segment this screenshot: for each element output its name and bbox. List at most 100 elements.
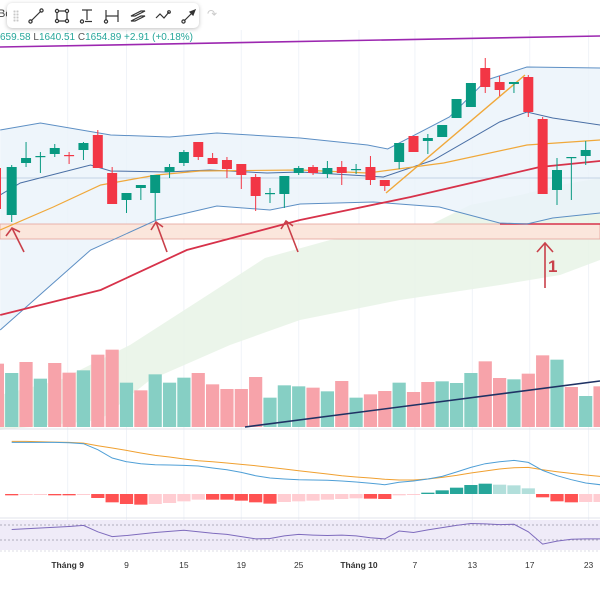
candle-body <box>494 82 505 90</box>
orange-trend-line[interactable] <box>385 74 526 194</box>
candle-body <box>121 193 132 200</box>
x-tick-label: 15 <box>179 560 189 570</box>
macd-histogram-bar <box>33 494 47 495</box>
candle <box>394 143 405 169</box>
date-range-tool-button[interactable] <box>102 5 122 26</box>
ma-short-line <box>0 139 600 231</box>
candle <box>35 152 46 173</box>
candle-body <box>537 119 548 194</box>
candle-body <box>451 99 462 118</box>
price-range-tool-button[interactable] <box>77 5 97 26</box>
macd-histogram-bar <box>449 487 464 494</box>
candle-body <box>408 136 419 152</box>
volume-bar <box>335 381 349 427</box>
macd-histogram-bar <box>263 494 277 504</box>
macd-line <box>11 441 600 486</box>
candle <box>422 134 433 154</box>
macd-signal-line <box>11 440 600 481</box>
volume-trend-line[interactable] <box>244 380 600 428</box>
date-range-icon <box>104 9 120 24</box>
candle <box>121 193 132 213</box>
volume-bar <box>177 377 191 427</box>
macd-histogram-bar <box>320 494 334 500</box>
path-icon <box>155 9 172 19</box>
candle <box>135 185 146 200</box>
volume-bar <box>579 396 593 427</box>
volume-bar <box>421 382 435 427</box>
path-tool-button[interactable] <box>153 5 173 26</box>
volume-bar <box>564 387 578 427</box>
candle-body <box>580 150 591 156</box>
trend-line-tool-button[interactable] <box>26 5 46 26</box>
x-tick-label: 19 <box>236 560 247 570</box>
volume-bar <box>263 397 277 427</box>
support-zone <box>0 223 600 240</box>
arrow-icon <box>536 241 554 288</box>
volume-bar <box>406 392 421 427</box>
purple-trend-line[interactable] <box>0 35 600 48</box>
candle-body <box>150 175 161 193</box>
change-value: +2.91 (+0.18%) <box>124 32 193 43</box>
close-key: C <box>77 32 86 43</box>
candle-body <box>49 148 60 154</box>
volume-bar <box>478 361 492 427</box>
candle-body <box>480 68 491 87</box>
candle <box>523 75 534 117</box>
candle-body <box>250 177 261 196</box>
candle-body <box>279 176 290 194</box>
volume-bar <box>119 382 134 427</box>
drawing-toolbar <box>7 3 199 28</box>
volume-bar <box>392 382 406 427</box>
arrow-icon <box>280 219 299 253</box>
candle <box>408 136 419 152</box>
candle <box>193 142 204 160</box>
macd-histogram-bar <box>593 494 600 502</box>
candle <box>322 161 333 178</box>
arrow-icon <box>5 226 25 253</box>
volume-bar <box>249 377 263 427</box>
macd-histogram-bar <box>550 494 564 502</box>
macd-histogram-bar <box>234 494 248 501</box>
x-tick-label: 25 <box>293 560 304 570</box>
candle-body <box>322 168 333 174</box>
volume-bar <box>507 379 521 427</box>
volume-bar <box>148 374 162 427</box>
redo-icon[interactable]: ↷ <box>207 7 218 21</box>
macd-histogram-bar <box>134 494 148 505</box>
macd-histogram-bar <box>191 494 205 500</box>
macd-histogram-bar <box>564 494 578 503</box>
candle-body <box>394 143 405 162</box>
candle-body <box>508 82 519 84</box>
volume-bar <box>134 390 148 427</box>
volume-bar <box>91 354 105 427</box>
volume-bar <box>593 386 600 427</box>
candle-body <box>236 164 247 175</box>
rectangle-tool-button[interactable] <box>51 5 71 26</box>
annotation-arrows <box>5 219 554 288</box>
candle <box>537 117 548 194</box>
arrow-marker-tool-button[interactable] <box>179 5 199 26</box>
candle <box>508 82 519 93</box>
candle-body <box>265 193 275 195</box>
low-key: L <box>33 32 39 43</box>
macd-histogram-bar <box>421 492 435 494</box>
volume-bar <box>48 363 62 427</box>
candle-body <box>422 138 433 141</box>
macd-histogram-bar <box>119 494 134 504</box>
macd-histogram-bar <box>177 494 191 502</box>
x-tick-label: Tháng 10 <box>340 560 378 570</box>
drag-handle-icon[interactable] <box>13 9 19 22</box>
low-value: 1640.51 <box>38 32 76 43</box>
macd-histogram-bar <box>392 494 406 496</box>
parallel-channel-tool-button[interactable] <box>128 5 148 26</box>
candle-body <box>465 83 476 107</box>
candle <box>236 164 247 189</box>
volume-bar <box>5 373 19 427</box>
volume-bar <box>306 387 320 427</box>
candle-body <box>92 135 103 168</box>
candle-body <box>207 158 218 164</box>
macd-histogram-bar <box>378 494 392 499</box>
candle-body <box>107 173 118 204</box>
x-tick-label: 7 <box>412 560 418 570</box>
